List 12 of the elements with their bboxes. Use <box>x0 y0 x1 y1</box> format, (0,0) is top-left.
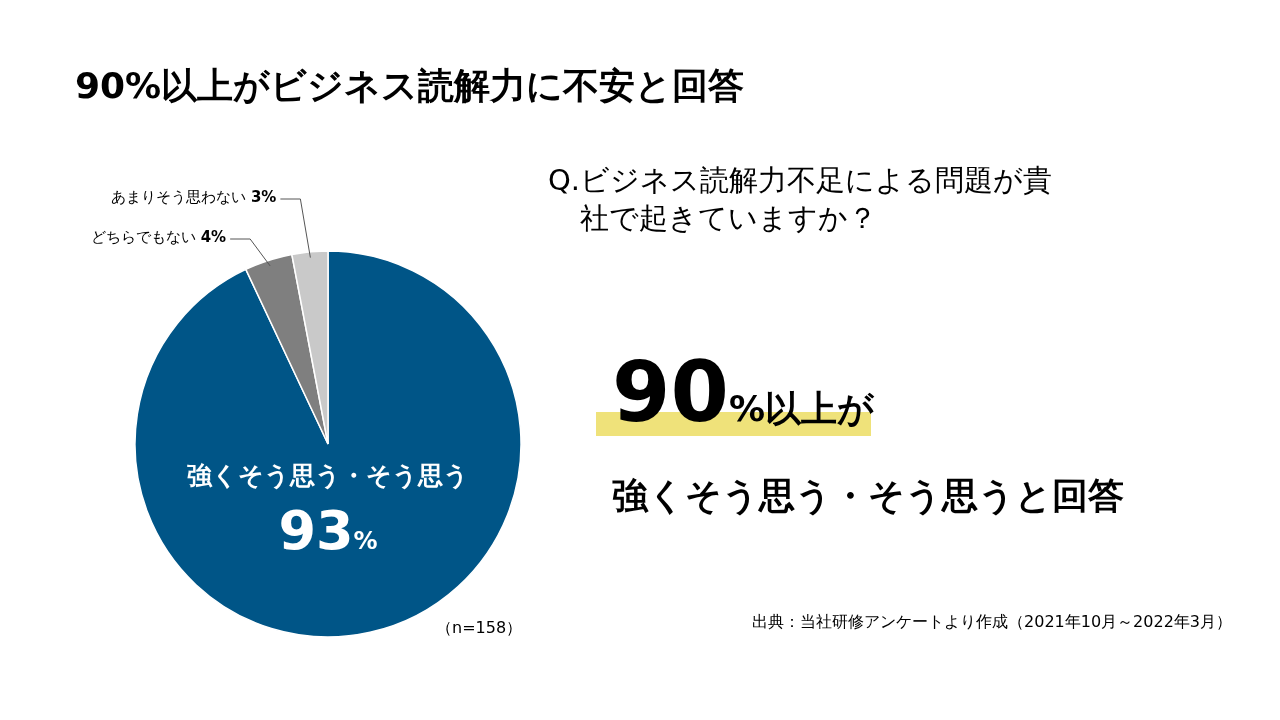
text: Q.ビジネス読解力不足による問題が貴社で起きていますか？ <box>548 162 1054 237</box>
text: 90%以上が <box>612 343 874 441</box>
data-label: 93% <box>278 499 378 562</box>
slice-label: あまりそう思わない <box>111 188 248 206</box>
chart-title: 90%以上がビジネス読解力に不安と回答 <box>75 64 745 108</box>
data-label: 3% <box>250 188 277 206</box>
source-note: 出典：当社研修アンケートより作成（2021年10月～2022年3月） <box>752 612 1232 633</box>
slice-label: 強くそう思う・そう思う <box>186 460 470 492</box>
text: 強くそう思う・そう思うと回答 <box>612 474 1124 518</box>
data-label: 4% <box>200 228 227 246</box>
slice-label: どちらでもない <box>90 228 197 246</box>
text: （n=158） <box>436 618 523 639</box>
